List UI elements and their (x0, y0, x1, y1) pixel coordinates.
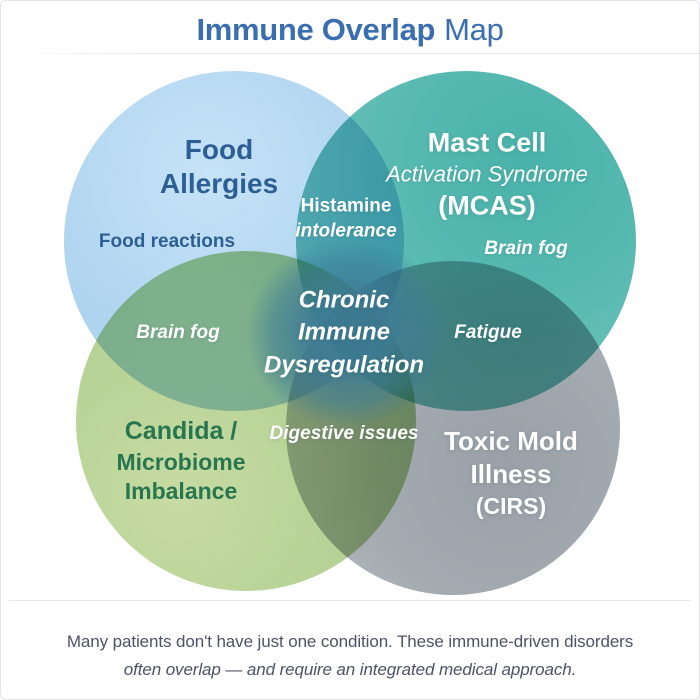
page-title-regular: Map (444, 12, 504, 47)
center-label: Chronic Immune Dysregulation (264, 284, 424, 381)
digestive-issues-label: Digestive issues (269, 423, 419, 444)
center-overlap-shade (218, 211, 478, 455)
center-line2: Immune (297, 318, 390, 346)
mcas-line3: (MCAS) (438, 190, 536, 221)
food-allergies-line1: Food (184, 133, 254, 165)
candida-line1: Candida / (124, 416, 238, 445)
histamine-line1: Histamine (300, 195, 392, 217)
caption-line2: often overlap — and require an integrate… (123, 660, 577, 679)
candida-line3: Imbalance (124, 478, 238, 505)
food-reactions-label: Food reactions (98, 231, 236, 252)
mcas-label: Mast Cell Activation Syndrome (MCAS) (386, 125, 588, 222)
title-divider (1, 53, 699, 54)
brain-fog-overlap-label: Brain fog (136, 322, 220, 343)
candida-line2: Microbiome (116, 448, 246, 475)
toxic-mold-line3: (CIRS) (475, 492, 547, 519)
mcas-line2: Activation Syndrome (386, 160, 588, 186)
mcas-line1: Mast Cell (427, 127, 547, 158)
center-line1: Chronic (298, 286, 390, 314)
candida-label: Candida / Microbiome Imbalance (116, 415, 245, 507)
caption: Many patients don't have just one condit… (1, 628, 699, 684)
center-line3: Dysregulation (263, 351, 425, 379)
toxic-mold-line2: Illness (470, 459, 552, 490)
page-title-bold: Immune Overlap (196, 12, 436, 47)
food-allergies-line2: Allergies (159, 168, 279, 199)
caption-line1: Many patients don't have just one condit… (66, 632, 634, 651)
toxic-mold-label: Toxic Mold Illness (CIRS) (444, 425, 578, 521)
caption-divider (9, 600, 691, 601)
histamine-line2: intolerance (295, 220, 397, 241)
page-title: Immune Overlap Map (1, 12, 699, 48)
toxic-mold-line1: Toxic Mold (444, 426, 578, 457)
brain-fog-mcas-label: Brain fog (484, 238, 568, 259)
fatigue-label: Fatigue (454, 322, 522, 343)
histamine-intolerance-label: Histamine intolerance (295, 194, 396, 243)
food-allergies-label: Food Allergies (160, 133, 278, 201)
